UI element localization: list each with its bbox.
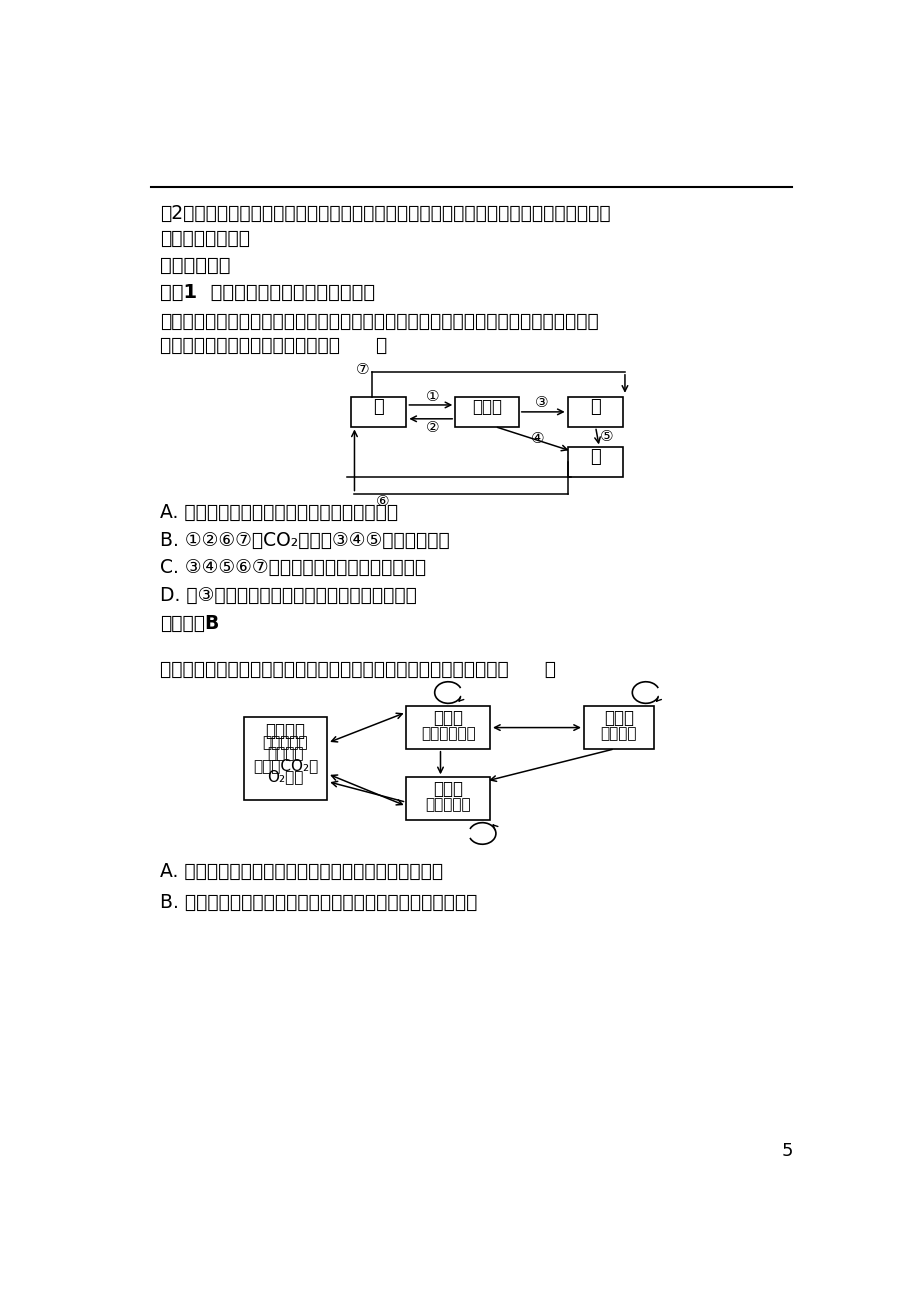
Bar bbox=[244, 717, 327, 799]
Text: 【答案】B: 【答案】B bbox=[160, 613, 219, 633]
Text: O₂等）: O₂等） bbox=[267, 769, 303, 784]
Bar bbox=[567, 448, 623, 477]
Text: 表示碳的流动。有关叙述正确的是（      ）: 表示碳的流动。有关叙述正确的是（ ） bbox=[160, 336, 387, 355]
Text: A. 信息传递是双向的，能量流动和物质循环也是双向的: A. 信息传递是双向的，能量流动和物质循环也是双向的 bbox=[160, 862, 443, 881]
Bar bbox=[406, 707, 490, 749]
Text: （2）对人类利用强度较大的生态系统，实施相应的物质、能量投入，保证生态系统内部结: （2）对人类利用强度较大的生态系统，实施相应的物质、能量投入，保证生态系统内部结 bbox=[160, 204, 610, 223]
Bar bbox=[455, 397, 518, 427]
Text: 分解者: 分解者 bbox=[433, 780, 463, 798]
Text: 【典型例题】下面为生态系统碳循环示意图，图中甲、乙、丙代表生态系统的成分，数字: 【典型例题】下面为生态系统碳循环示意图，图中甲、乙、丙代表生态系统的成分，数字 bbox=[160, 311, 598, 331]
Text: B. ①②⑥⑦为CO₂形式，③④⑤为有机物形式: B. ①②⑥⑦为CO₂形式，③④⑤为有机物形式 bbox=[160, 530, 449, 549]
Text: ⑦: ⑦ bbox=[356, 362, 369, 378]
Text: 乙: 乙 bbox=[589, 398, 600, 417]
Text: A. 图中生产者、乙、丙、甲构成了两条食物链: A. 图中生产者、乙、丙、甲构成了两条食物链 bbox=[160, 503, 398, 522]
Text: 水、营养: 水、营养 bbox=[267, 746, 303, 762]
Text: ③: ③ bbox=[534, 395, 548, 410]
Text: ⑥: ⑥ bbox=[375, 493, 389, 509]
Text: ④: ④ bbox=[530, 431, 544, 447]
Text: ①: ① bbox=[425, 389, 439, 404]
Text: （绿色植物）: （绿色植物） bbox=[420, 727, 475, 741]
Text: B. 生态系统的功能主要是能量流动和物质循环，还有信息传递: B. 生态系统的功能主要是能量流动和物质循环，还有信息传递 bbox=[160, 893, 477, 913]
Bar bbox=[350, 397, 406, 427]
Text: 【考点透析】: 【考点透析】 bbox=[160, 256, 230, 275]
Text: （动物）: （动物） bbox=[600, 727, 636, 741]
Text: 丙: 丙 bbox=[589, 448, 600, 466]
Text: （光、热、: （光、热、 bbox=[263, 736, 308, 750]
Bar bbox=[584, 707, 652, 749]
Text: 物质、CO₂、: 物质、CO₂、 bbox=[253, 758, 318, 773]
Text: 5: 5 bbox=[781, 1142, 792, 1160]
Text: C. ③④⑤⑥⑦之和等于生产者同化的碳的总量: C. ③④⑤⑥⑦之和等于生产者同化的碳的总量 bbox=[160, 559, 425, 577]
Text: ⑤: ⑤ bbox=[600, 430, 613, 444]
Bar bbox=[406, 777, 490, 819]
Text: （微生物）: （微生物） bbox=[425, 797, 471, 812]
Text: D. 经③流向乙的碳全部储存于乙体内的有机物中: D. 经③流向乙的碳全部储存于乙体内的有机物中 bbox=[160, 586, 416, 605]
Text: 生产者: 生产者 bbox=[471, 398, 502, 417]
Text: 无机环境: 无机环境 bbox=[266, 723, 305, 741]
Text: 考点1  生态系统的物质循环与信息传递: 考点1 生态系统的物质循环与信息传递 bbox=[160, 283, 375, 302]
Text: ②: ② bbox=[425, 419, 439, 435]
Text: 甲: 甲 bbox=[373, 398, 383, 417]
Text: 消费者: 消费者 bbox=[603, 710, 633, 728]
Text: 【变式训练】如图为生态系统信息传递模式图，相关叙述不正确的是（      ）: 【变式训练】如图为生态系统信息传递模式图，相关叙述不正确的是（ ） bbox=[160, 660, 555, 678]
Text: 生产者: 生产者 bbox=[433, 710, 463, 728]
Text: 构与功能的协调。: 构与功能的协调。 bbox=[160, 229, 250, 247]
Bar bbox=[567, 397, 623, 427]
